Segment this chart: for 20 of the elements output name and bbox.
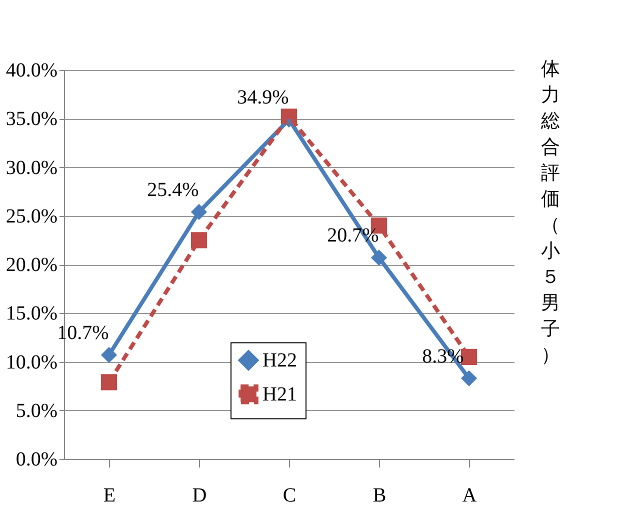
- chart-title: 体力総合評価（小５男子）: [541, 58, 560, 366]
- x-tick-label: C: [282, 484, 296, 506]
- y-tick-label: 25.0%: [6, 205, 58, 228]
- x-tick-label: A: [462, 484, 478, 506]
- data-label: 25.4%: [147, 178, 199, 201]
- x-tick-label: D: [192, 484, 207, 506]
- x-tick-label: E: [103, 484, 116, 506]
- x-tick-label: B: [372, 484, 386, 506]
- y-tick-label: 40.0%: [6, 60, 58, 82]
- data-label: 10.7%: [57, 322, 109, 344]
- y-tick-label: 10.0%: [6, 351, 58, 374]
- y-tick-label: 15.0%: [6, 302, 58, 325]
- data-label: 34.9%: [237, 86, 289, 109]
- y-tick-label: 0.0%: [16, 448, 58, 470]
- y-tick-label: 30.0%: [6, 156, 58, 179]
- legend-label: H21: [262, 383, 297, 406]
- y-tick-label: 20.0%: [6, 254, 58, 276]
- y-tick-label: 35.0%: [6, 108, 58, 130]
- legend-label: H22: [262, 349, 297, 372]
- y-tick-label: 5.0%: [16, 400, 58, 422]
